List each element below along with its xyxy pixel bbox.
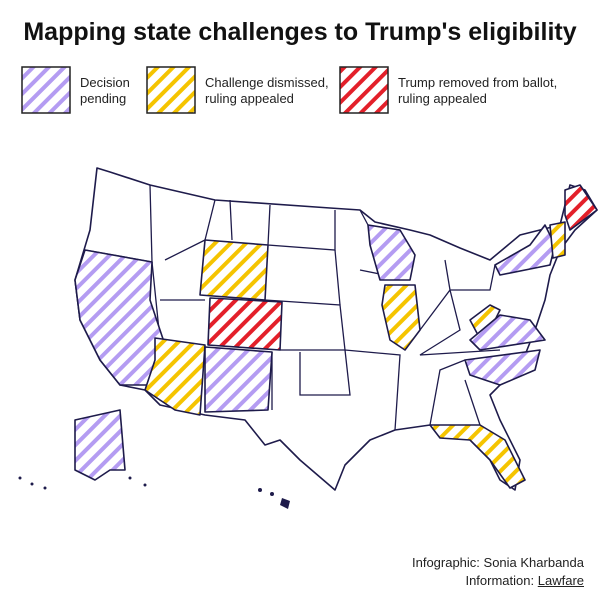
state	[144, 337, 206, 416]
state	[74, 249, 166, 386]
legend-swatch	[21, 66, 71, 114]
state	[564, 184, 598, 231]
state	[429, 424, 526, 489]
credit-infographic: Infographic: Sonia Kharbanda	[411, 555, 584, 570]
legend-label: Challenge dismissed, ruling appealed	[205, 75, 329, 107]
legend-line: Challenge dismissed,	[205, 75, 329, 90]
legend-line: pending	[80, 91, 127, 106]
legend-line: Decision	[80, 75, 130, 90]
legend-label: Trump removed from ballot, ruling appeale…	[398, 75, 557, 107]
legend-swatch	[339, 66, 389, 114]
legend-label: Decision pending	[80, 75, 130, 107]
title: Mapping state challenges to Trump's elig…	[23, 18, 577, 46]
legend-line: Trump removed from ballot,	[398, 75, 558, 90]
islands	[18, 476, 290, 509]
state	[204, 346, 273, 413]
state	[199, 239, 269, 301]
legend-line: ruling appealed	[398, 91, 487, 106]
state	[74, 409, 126, 481]
state	[469, 314, 546, 351]
source-link[interactable]: Lawfare	[537, 573, 584, 588]
credits: Infographic: Sonia Kharbanda Information…	[412, 554, 584, 590]
legend-line: ruling appealed	[205, 91, 294, 106]
state	[207, 297, 283, 351]
state	[367, 224, 416, 281]
state	[464, 349, 541, 386]
state	[549, 221, 566, 259]
state	[381, 284, 421, 351]
credit-label: Information:	[465, 573, 535, 588]
legend-swatch	[146, 66, 196, 114]
credit-information: Information: Lawfare	[412, 572, 584, 590]
